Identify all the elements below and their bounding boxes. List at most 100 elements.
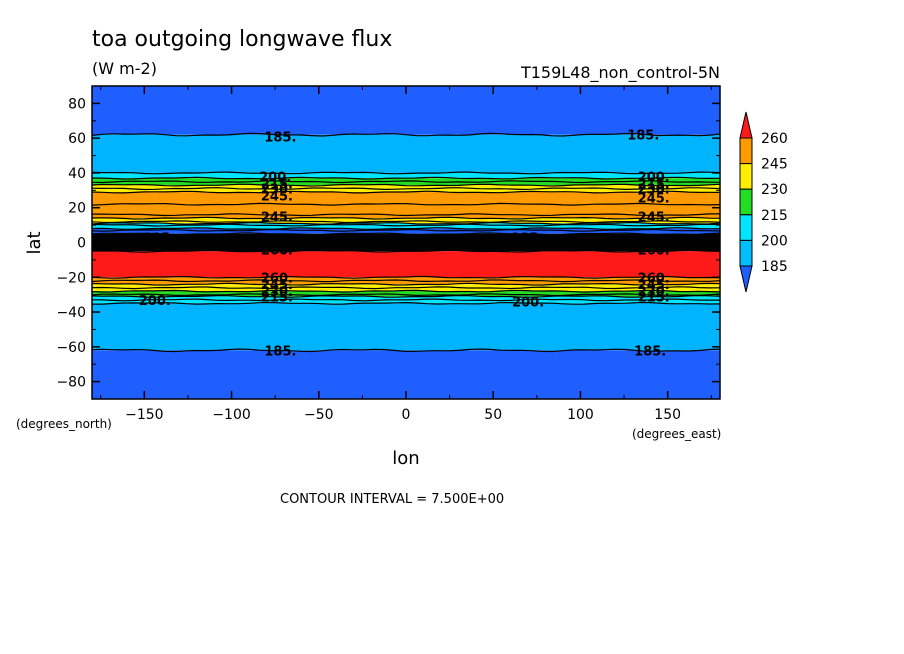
x-unit-label: (degrees_east) [632,427,721,441]
contour-label: 185 [511,231,538,246]
y-axis: 80 60 40 20 0 −20 −40 −60 −80 [56,85,720,400]
contour-label: 215. [638,290,670,305]
colorbar-segment [739,239,753,267]
y-tick-label: −80 [56,375,86,391]
contour-line [91,232,721,236]
contour-line [91,223,721,227]
contour-line [91,202,721,206]
y-tick-label: 40 [68,166,86,182]
color-band [92,86,720,135]
contour-label: 245. [638,210,670,225]
color-band [92,172,720,179]
contour-line [91,190,721,194]
x-axis-label: lon [392,448,419,469]
contour-label: 200. [638,170,670,185]
contour-label: 215. [638,177,670,192]
color-band [92,228,720,234]
x-tick-label: 100 [567,407,594,423]
contour-label: 185. [264,344,296,359]
color-band [92,291,720,297]
contour-line [91,293,721,297]
contour-label: 185. [627,129,659,144]
contour-label: 245. [638,278,670,293]
x-tick-label: 150 [654,407,681,423]
contour-line [92,301,721,305]
colorbar-tick-label: 185 [761,259,788,275]
x-tick-label: −50 [304,407,334,423]
contour-line [91,132,721,137]
contour-line [92,249,721,253]
contour-line [91,221,721,225]
contour-line [91,294,721,298]
colorbar-segment [739,137,753,165]
contour-label: 245. [638,191,670,206]
contour-line [91,187,721,191]
contour-line [91,239,720,243]
contour-label: 245. [261,210,293,225]
y-tick-label: −60 [56,340,86,356]
contour-line [91,180,721,184]
chart-units: (W m-2) [92,59,157,78]
contour-line [92,213,720,217]
run-label: T159L48_non_control-5N [520,63,720,83]
contour-label: 185. [634,344,666,359]
contour-label: 260. [261,243,293,258]
y-axis-label: lat [24,231,45,254]
contour-line [91,171,721,175]
contour-line [91,282,721,286]
contour-line [91,348,721,353]
contour-label: 200. [139,294,171,309]
y-tick-label: −20 [56,270,86,286]
contour-label: 260. [638,243,670,258]
colorbar-tick-label: 200 [761,233,788,249]
contour-line [91,220,721,224]
contour-label: 260. [261,271,293,286]
colorbar-segment [739,163,753,190]
color-band [92,251,720,278]
contour-line [91,235,721,239]
contour-line [91,176,721,180]
colorbar-segment [739,188,753,216]
color-band [92,350,720,399]
y-tick-label: 80 [68,96,86,112]
contour-line [91,228,721,232]
x-tick-label: 0 [402,407,411,423]
contour-interval-note: CONTOUR INTERVAL = 7.500E+00 [280,492,504,507]
y-unit-label: (degrees_north) [16,417,112,431]
contour-line [91,227,721,231]
contour-label: 200. [259,170,291,185]
y-tick-label: 0 [77,236,86,252]
contour-line [91,298,720,302]
contour-line [91,242,721,246]
contour-label: 200. [512,296,544,311]
y-tick-label: 20 [68,201,86,217]
contour-line [91,289,721,293]
contour-labels: 185. 185.200. 200.215. 215.230. 230.245. 245.… [139,129,670,360]
colorbar-segment [739,214,753,241]
color-band [92,134,720,173]
x-tick-label: 50 [484,407,502,423]
chart-title: toa outgoing longwave flux [92,27,392,52]
x-axis: −150 −100 −50 0 50 100 150 [100,86,712,423]
contour-label: 230. [261,285,293,300]
color-band [92,303,720,351]
contour-line [91,246,721,250]
contour-label: 230. [638,183,670,198]
contour-label: 245. [261,278,293,293]
contour-line [91,183,721,187]
y-tick-label: −40 [56,305,86,321]
contour-label: 215. [261,177,293,192]
contour-line [91,279,721,283]
x-tick-label: −150 [125,407,163,423]
colorbar-tick-label: 230 [761,182,788,198]
color-band [92,178,720,186]
contour-line [91,216,721,220]
contour-label: 230. [638,285,670,300]
contour-line [91,286,721,290]
x-tick-label: −100 [212,407,250,423]
colorbar-tick-label: 215 [761,208,788,224]
contour-label: 230. [261,183,293,198]
contour-label: 245. [261,190,293,205]
colorbar-tick-label: 260 [761,131,788,147]
